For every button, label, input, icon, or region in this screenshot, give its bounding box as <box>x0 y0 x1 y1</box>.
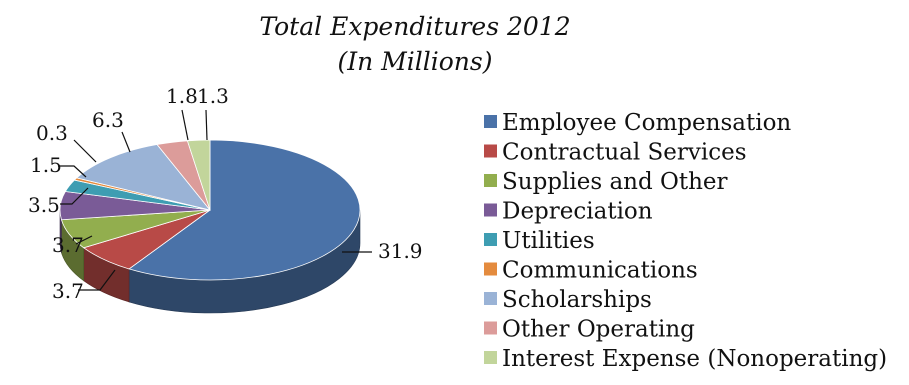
leader-line-other-operating <box>181 109 189 141</box>
legend-label-supplies-and-other: Supplies and Other <box>502 169 728 195</box>
leader-line-communications <box>73 139 97 163</box>
data-label-scholarships: 6.3 <box>92 108 124 132</box>
legend-label-utilities: Utilities <box>502 228 595 254</box>
legend: Employee Compensation Contractual Service… <box>484 110 887 372</box>
data-label-employee-compensation: 31.9 <box>378 239 423 263</box>
data-label-depreciation: 3.5 <box>28 193 60 217</box>
legend-swatch-contractual-services <box>484 144 497 158</box>
legend-swatch-supplies-and-other <box>484 174 497 187</box>
pie-slice-interest-expense-nonoperating <box>186 139 211 211</box>
legend-swatch-interest-expense-nonoperating <box>484 351 497 364</box>
data-label-contractual-services: 3.7 <box>52 279 84 303</box>
pie-slices <box>59 139 361 281</box>
legend-label-employee-compensation: Employee Compensation <box>502 110 791 136</box>
legend-swatch-depreciation <box>484 203 497 217</box>
pie-depth <box>59 209 361 314</box>
data-label-supplies-and-other: 3.7 <box>52 233 84 257</box>
leader-line-interest-expense-nonoperating <box>205 109 208 141</box>
legend-swatch-scholarships <box>484 292 497 305</box>
leader-line-contractual-services <box>78 269 116 291</box>
data-labels: 31.9 3.7 3.7 3.5 1.5 0.3 6.3 1.8 1.3 <box>28 84 423 303</box>
data-label-other-operating: 1.8 <box>166 84 198 108</box>
leader-line-depreciation <box>60 187 89 205</box>
data-label-utilities: 1.5 <box>30 153 62 177</box>
legend-swatch-utilities <box>484 233 497 246</box>
leader-line-utilities <box>58 165 87 178</box>
pie-slice-scholarships <box>75 144 212 211</box>
legend-label-interest-expense-nonoperating: Interest Expense (Nonoperating) <box>502 346 887 372</box>
chart-title: Total Expenditures 2012 <box>259 12 570 41</box>
leader-line-scholarships <box>121 131 131 153</box>
leader-line-supplies-and-other <box>75 235 93 245</box>
pie-slice-employee-compensation <box>128 139 361 281</box>
legend-swatch-communications <box>484 262 497 276</box>
legend-label-other-operating: Other Operating <box>502 317 695 343</box>
legend-label-contractual-services: Contractual Services <box>502 140 747 166</box>
legend-label-communications: Communications <box>502 258 698 284</box>
data-label-interest-expense-nonoperating: 1.3 <box>197 84 229 108</box>
legend-swatch-other-operating <box>484 321 497 335</box>
chart-subtitle: (In Millions) <box>338 47 493 76</box>
legend-label-depreciation: Depreciation <box>502 199 653 225</box>
legend-label-scholarships: Scholarships <box>502 287 652 313</box>
data-label-communications: 0.3 <box>36 121 68 145</box>
legend-swatch-employee-compensation <box>484 115 497 128</box>
